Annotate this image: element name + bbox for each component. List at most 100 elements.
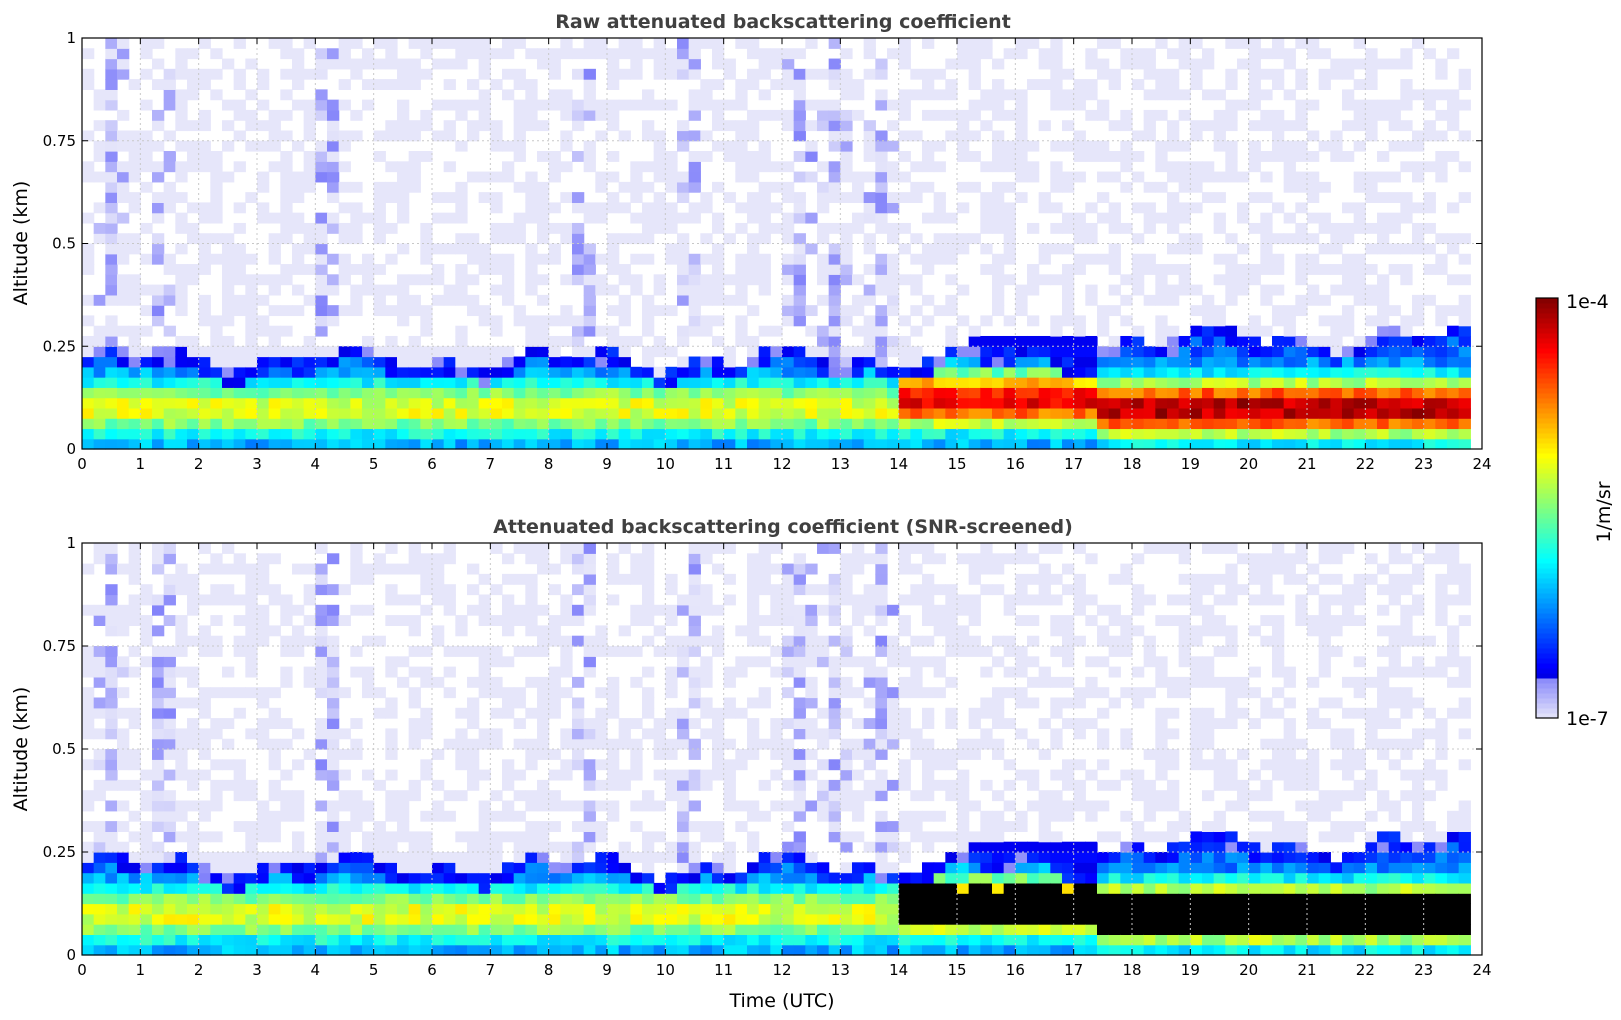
heatmap-cell [93,428,106,440]
heatmap-cell [268,428,281,440]
heatmap-cell [805,913,818,925]
heatmap-cell [1377,212,1390,224]
heatmap-cell [922,407,935,419]
heatmap-cell [630,944,643,956]
heatmap-cell [1132,366,1145,378]
heatmap-cell [1132,151,1145,162]
heatmap-cell [712,181,725,193]
heatmap-cell [770,728,783,740]
heatmap-cell [887,738,900,750]
heatmap-cell [898,779,911,791]
heatmap-cell [887,718,900,729]
heatmap-cell [1377,99,1390,111]
heatmap-cell [1248,264,1261,275]
heatmap-cell [280,790,293,802]
heatmap-cell [1062,222,1075,234]
heatmap-cell [1062,294,1075,306]
heatmap-cell [362,769,375,781]
heatmap-cell [128,284,141,296]
heatmap-cell [1003,140,1016,152]
heatmap-cell [548,882,561,894]
heatmap-cell [513,181,526,193]
heatmap-cell [945,58,958,70]
heatmap-cell [770,356,783,368]
heatmap-cell [82,656,95,668]
heatmap-cell [1015,89,1028,101]
heatmap-cell [665,769,678,781]
heatmap-cell [747,428,760,440]
heatmap-cell [992,253,1005,265]
heatmap-cell [1342,202,1355,214]
heatmap-cell [187,79,200,90]
heatmap-cell [140,584,153,596]
heatmap-cell [945,366,958,378]
heatmap-cell [700,315,713,327]
heatmap-cell [245,325,258,337]
heatmap-cell [572,407,585,419]
heatmap-cell [233,264,246,275]
heatmap-cell [455,325,468,337]
heatmap-cell [117,934,130,946]
heatmap-cell [817,346,830,358]
heatmap-cell [105,212,118,224]
heatmap-cell [537,407,550,419]
heatmap-cell [385,831,398,843]
heatmap-cell [502,893,515,905]
heatmap-cell [537,428,550,440]
heatmap-cell [1377,346,1390,358]
heatmap-cell [350,356,363,368]
heatmap-cell [350,893,363,905]
heatmap-cell [210,872,223,884]
heatmap-cell [863,38,876,49]
heatmap-cell [688,852,701,863]
heatmap-cell [840,387,853,399]
heatmap-cell [863,284,876,296]
heatmap-cell [408,852,421,863]
heatmap-cell [117,130,130,142]
heatmap-cell [502,903,515,915]
heatmap-cell [315,821,328,832]
heatmap-cell [688,109,701,121]
heatmap-cell [665,893,678,905]
heatmap-cell [467,48,480,60]
heatmap-cell [175,161,188,173]
heatmap-cell [642,212,655,224]
heatmap-cell [128,718,141,729]
heatmap-cell [863,294,876,306]
heatmap-cell [712,893,725,905]
heatmap-cell [513,769,526,781]
heatmap-cell [688,584,701,596]
heatmap-cell [163,346,176,358]
heatmap-cell [257,852,270,863]
heatmap-cell [198,438,211,450]
heatmap-cell [350,109,363,121]
heatmap-cell [467,924,480,935]
heatmap-cell [537,563,550,575]
heatmap-cell [887,294,900,306]
heatmap-cell [618,924,631,935]
heatmap-cell [467,718,480,729]
heatmap-cell [863,553,876,565]
heatmap-cell [653,284,666,296]
heatmap-cell [898,852,911,863]
heatmap-cell [198,934,211,946]
heatmap-cell [420,387,433,399]
heatmap-cell [443,862,456,874]
heatmap-cell [595,924,608,935]
heatmap-cell [280,377,293,388]
heatmap-cell [245,841,258,853]
heatmap-cell [1085,294,1098,306]
heatmap-cell [187,841,200,853]
heatmap-cell [980,38,993,49]
heatmap-cell [420,553,433,565]
heatmap-cell [700,584,713,596]
heatmap-cell [560,615,573,626]
heatmap-cell [432,635,445,647]
heatmap-cell [1353,418,1366,430]
heatmap-cell [945,325,958,337]
heatmap-cell [933,161,946,173]
heatmap-cell [1458,305,1471,317]
heatmap-cell [140,852,153,863]
heatmap-cell [1330,418,1343,430]
